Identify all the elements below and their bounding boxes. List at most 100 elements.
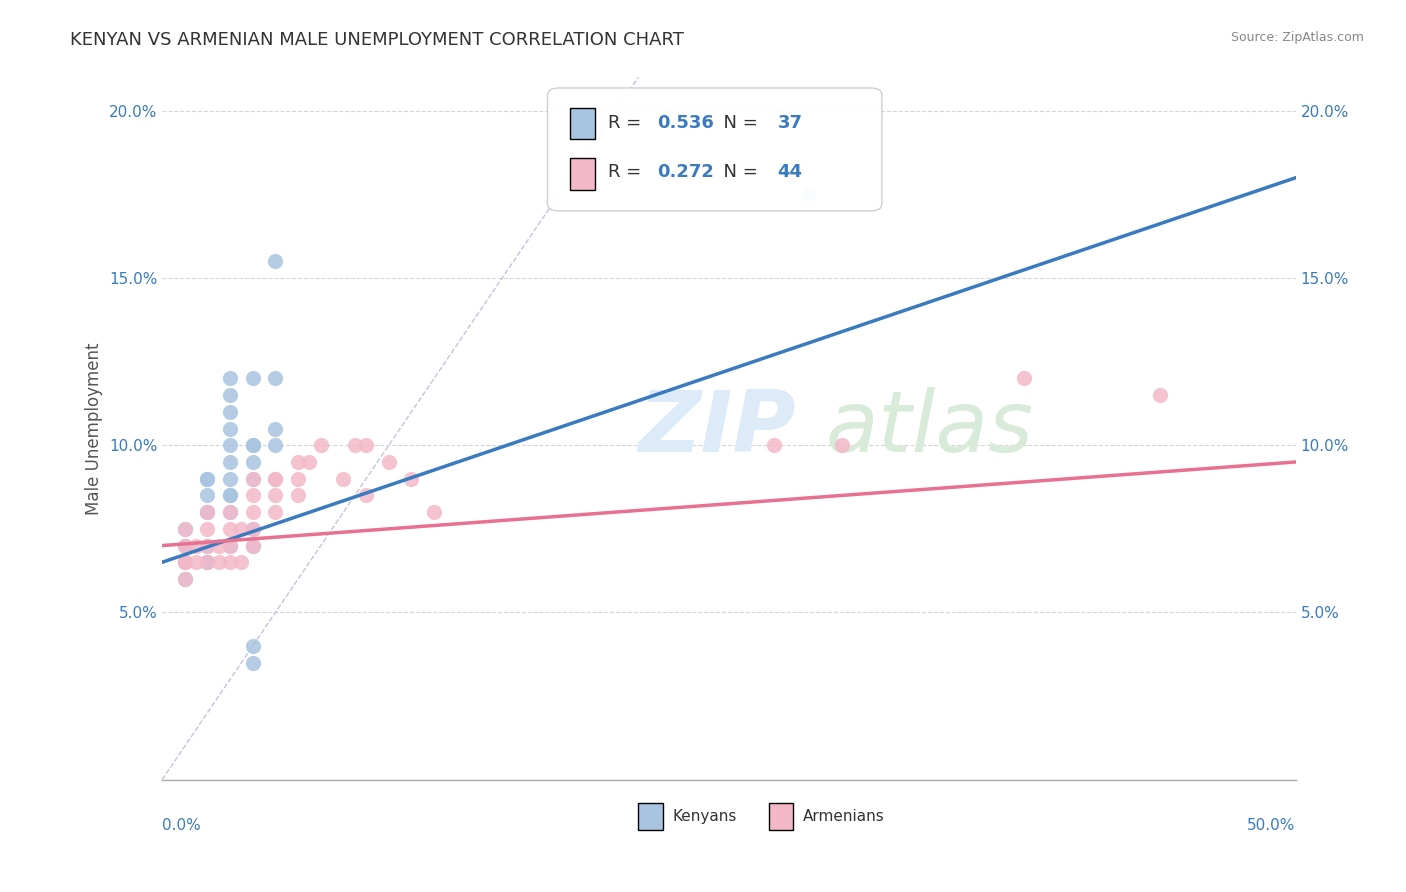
Point bbox=[264, 438, 287, 452]
Point bbox=[219, 539, 242, 553]
Point bbox=[208, 555, 231, 569]
Point bbox=[242, 522, 264, 536]
Point bbox=[173, 555, 195, 569]
Text: atlas: atlas bbox=[825, 387, 1033, 470]
Point bbox=[287, 455, 309, 469]
Point bbox=[173, 555, 195, 569]
Text: R =: R = bbox=[607, 114, 647, 132]
Point bbox=[173, 555, 195, 569]
Point bbox=[219, 522, 242, 536]
FancyBboxPatch shape bbox=[571, 158, 595, 190]
Point bbox=[173, 539, 195, 553]
Text: N =: N = bbox=[711, 114, 763, 132]
Point bbox=[219, 505, 242, 519]
Point bbox=[197, 539, 219, 553]
Text: ZIP: ZIP bbox=[638, 387, 796, 470]
Point bbox=[1012, 371, 1035, 385]
Point bbox=[401, 472, 423, 486]
Point bbox=[219, 488, 242, 502]
Point bbox=[264, 488, 287, 502]
Point bbox=[173, 522, 195, 536]
Point bbox=[219, 472, 242, 486]
Text: R =: R = bbox=[607, 163, 647, 181]
Point bbox=[332, 472, 354, 486]
Point bbox=[184, 555, 207, 569]
Y-axis label: Male Unemployment: Male Unemployment bbox=[86, 343, 103, 515]
Point bbox=[287, 472, 309, 486]
Point bbox=[343, 438, 366, 452]
Text: 0.272: 0.272 bbox=[658, 163, 714, 181]
FancyBboxPatch shape bbox=[547, 88, 882, 211]
Text: Armenians: Armenians bbox=[803, 809, 884, 824]
Text: N =: N = bbox=[711, 163, 763, 181]
Point bbox=[197, 472, 219, 486]
FancyBboxPatch shape bbox=[769, 804, 793, 830]
Point bbox=[197, 539, 219, 553]
Point bbox=[173, 522, 195, 536]
Point bbox=[208, 539, 231, 553]
Point bbox=[242, 539, 264, 553]
Point bbox=[219, 388, 242, 402]
Point bbox=[231, 522, 253, 536]
Point bbox=[242, 505, 264, 519]
Point bbox=[242, 371, 264, 385]
Text: 50.0%: 50.0% bbox=[1247, 818, 1295, 833]
Text: 0.0%: 0.0% bbox=[162, 818, 201, 833]
Point bbox=[763, 438, 786, 452]
Text: Kenyans: Kenyans bbox=[672, 809, 737, 824]
Point bbox=[197, 555, 219, 569]
Point bbox=[197, 488, 219, 502]
Point bbox=[219, 405, 242, 419]
Point bbox=[423, 505, 446, 519]
Text: 37: 37 bbox=[778, 114, 803, 132]
Text: Source: ZipAtlas.com: Source: ZipAtlas.com bbox=[1230, 31, 1364, 45]
Point bbox=[242, 539, 264, 553]
Point bbox=[242, 522, 264, 536]
Point bbox=[219, 438, 242, 452]
FancyBboxPatch shape bbox=[638, 804, 664, 830]
Point bbox=[219, 371, 242, 385]
Point bbox=[309, 438, 332, 452]
Point bbox=[173, 572, 195, 586]
Point bbox=[219, 505, 242, 519]
Point bbox=[197, 472, 219, 486]
Point bbox=[264, 472, 287, 486]
Point bbox=[264, 371, 287, 385]
Point bbox=[242, 472, 264, 486]
Point bbox=[197, 555, 219, 569]
Point bbox=[242, 472, 264, 486]
Point bbox=[197, 505, 219, 519]
Point bbox=[197, 505, 219, 519]
Point bbox=[219, 421, 242, 435]
Point bbox=[354, 488, 377, 502]
Point bbox=[242, 455, 264, 469]
Point bbox=[197, 505, 219, 519]
Point bbox=[264, 421, 287, 435]
Point bbox=[378, 455, 401, 469]
Point bbox=[264, 472, 287, 486]
FancyBboxPatch shape bbox=[571, 108, 595, 139]
Point bbox=[242, 438, 264, 452]
Point bbox=[242, 488, 264, 502]
Point bbox=[184, 539, 207, 553]
Point bbox=[219, 455, 242, 469]
Point bbox=[797, 187, 820, 202]
Point bbox=[242, 656, 264, 670]
Point bbox=[197, 555, 219, 569]
Point bbox=[173, 539, 195, 553]
Point bbox=[831, 438, 853, 452]
Point bbox=[219, 488, 242, 502]
Point bbox=[1149, 388, 1171, 402]
Point bbox=[264, 505, 287, 519]
Point bbox=[242, 639, 264, 653]
Point bbox=[298, 455, 321, 469]
Point bbox=[173, 572, 195, 586]
Point bbox=[219, 539, 242, 553]
Text: 44: 44 bbox=[778, 163, 803, 181]
Point bbox=[287, 488, 309, 502]
Point bbox=[264, 254, 287, 268]
Point bbox=[231, 555, 253, 569]
Point bbox=[354, 438, 377, 452]
Point bbox=[242, 438, 264, 452]
Point bbox=[219, 555, 242, 569]
